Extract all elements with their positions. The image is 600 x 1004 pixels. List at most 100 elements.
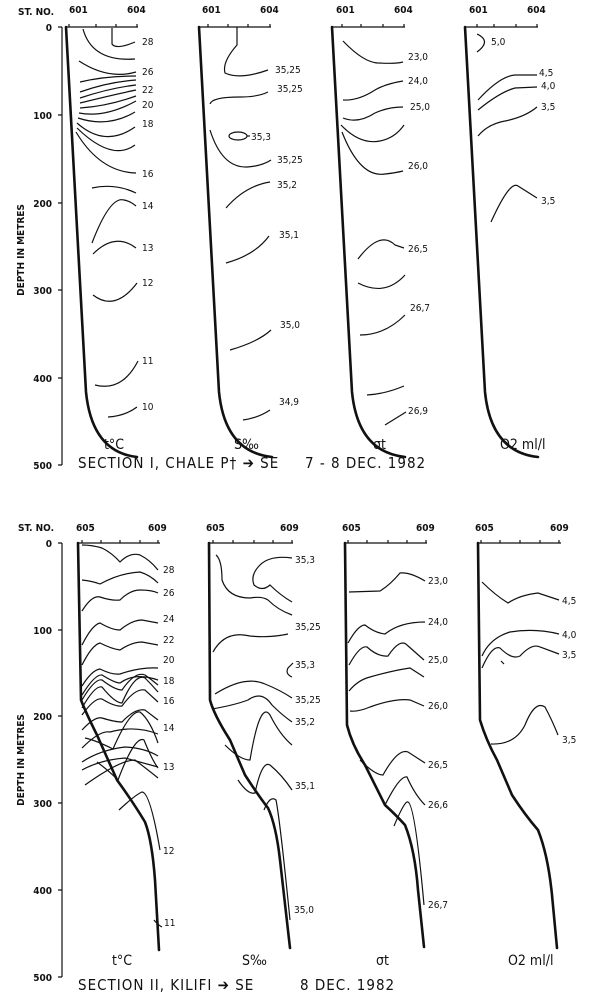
station-tick: 609 [148, 523, 167, 534]
panel-oxygen: 601 604 5,0 4,5 4,0 3,5 3,5 O2 ml/l [463, 5, 556, 459]
contour-label: 3,5 [541, 102, 555, 113]
contour-label: 26 [163, 588, 175, 599]
depth-tick-labels: 0 100 200 300 400 500 [33, 23, 52, 472]
contour-label: 14 [163, 723, 175, 734]
contour-label: 3,5 [562, 650, 576, 661]
contour-label: 26 [142, 67, 154, 78]
bottom-profile [64, 25, 139, 459]
station-tick: 601 [469, 5, 488, 16]
contour-label: 18 [142, 119, 154, 130]
section-1: ST. NO. 0 100 200 300 400 500 DEPTH IN M… [16, 5, 556, 472]
bottom-profile [207, 541, 292, 950]
contour-label: 26,5 [408, 244, 428, 255]
contour-label: 35,2 [295, 717, 315, 728]
isotherms [75, 28, 139, 418]
depth-tick: 400 [33, 886, 52, 897]
panel-label: O2 ml/l [500, 437, 545, 453]
contour-labels: 28 26 22 20 18 16 14 13 12 11 10 [142, 37, 154, 413]
depth-tick: 500 [33, 461, 52, 472]
contour-label: 35,3 [295, 555, 315, 566]
station-number-label: ST. NO. [18, 523, 54, 534]
section-date: 7 - 8 DEC. 1982 [305, 454, 426, 472]
depth-tick: 0 [46, 539, 52, 550]
contour-label: 35,25 [295, 622, 321, 633]
contour-label: 26,6 [428, 800, 448, 811]
bottom-profile [76, 541, 161, 952]
panel-oxygen: 605 609 4,5 4,0 3,5 3,5 O2 ml/l [475, 523, 577, 969]
station-tick: 601 [69, 5, 88, 16]
contour-label: 22 [142, 85, 153, 96]
panel-density: 601 604 23,0 24,0 25,0 26,0 2 [330, 5, 430, 459]
contour-label: 24,0 [428, 617, 448, 628]
contour-label: 35,1 [295, 781, 315, 792]
panel-label: S‰ [242, 953, 267, 969]
panel-label: σt [373, 437, 386, 453]
depth-tick: 400 [33, 374, 52, 385]
contour-label: 25,0 [428, 655, 448, 666]
station-tick: 605 [475, 523, 494, 534]
contour-labels: 23,0 24,0 25,0 26,0 26,5 26,6 26,7 [428, 576, 448, 911]
depth-tick-labels: 0 100 200 300 400 500 [33, 539, 52, 984]
station-tick: 604 [260, 5, 279, 16]
section-date: 8 DEC. 1982 [300, 976, 395, 994]
depth-axis-label: DEPTH IN METRES [16, 714, 27, 806]
station-number-label: ST. NO. [18, 7, 54, 18]
panel-label: S‰ [234, 437, 259, 453]
station-tick: 601 [336, 5, 355, 16]
contour-label: 35,2 [277, 180, 297, 191]
contour-label: 35,25 [277, 84, 303, 95]
contour-label: 26,0 [408, 161, 428, 172]
contour-label: 35,1 [279, 230, 299, 241]
depth-tick: 100 [33, 111, 52, 122]
panel-label: σt [376, 953, 389, 969]
depth-tick: 200 [33, 199, 52, 210]
isopycnals [347, 572, 426, 906]
depth-tick: 300 [33, 799, 52, 810]
isohalines [211, 554, 294, 921]
contour-label: 35,0 [280, 320, 300, 331]
contour-label: 16 [142, 169, 154, 180]
station-tick: 609 [550, 523, 569, 534]
contour-label: 20 [163, 655, 175, 666]
station-axis [78, 540, 160, 544]
contour-label: 22 [163, 635, 174, 646]
station-axis [66, 24, 138, 28]
depth-tick: 500 [33, 973, 52, 984]
contour-label: 35,25 [295, 695, 321, 706]
contour-labels: 35,3 35,25 35,3 35,25 35,2 35,1 35,0 [294, 555, 321, 916]
depth-axis [58, 542, 63, 978]
contour-label: 35,3 [251, 132, 271, 143]
contour-label: 25,0 [410, 102, 430, 113]
station-tick: 604 [527, 5, 546, 16]
contour-label: 4,5 [539, 68, 553, 79]
contour-label: 26,7 [410, 303, 430, 314]
station-tick: 604 [394, 5, 413, 16]
panel-density: 605 609 23,0 24,0 25,0 26,0 26,5 26,6 [342, 523, 448, 969]
section-title: SECTION II, KILIFI ➔ SE [78, 976, 254, 994]
contour-label: 35,25 [277, 155, 303, 166]
station-tick: 605 [206, 523, 225, 534]
station-tick: 605 [342, 523, 361, 534]
contour-label: 28 [163, 565, 175, 576]
contour-label: 24,0 [408, 76, 428, 87]
contour-label: 18 [163, 676, 175, 687]
contour-label: 26,7 [428, 900, 448, 911]
contour-label: 12 [142, 278, 153, 289]
contour-label: 11 [142, 356, 153, 367]
depth-axis-label: DEPTH IN METRES [16, 204, 27, 296]
contour-labels: 5,0 4,5 4,0 3,5 3,5 [491, 37, 556, 207]
bottom-profile [463, 25, 540, 459]
panel-label: t°C [112, 953, 132, 969]
contour-label: 5,0 [491, 37, 506, 48]
contour-label: 35,25 [275, 65, 301, 76]
contour-label: 12 [163, 846, 174, 857]
bottom-profile [476, 541, 559, 950]
bottom-profile [343, 541, 426, 949]
panel-salinity: 601 604 35,25 35,25 35,3 35,25 35,2 [197, 5, 303, 459]
contour-label: 4,0 [541, 81, 556, 92]
station-tick: 605 [76, 523, 95, 534]
station-tick: 601 [202, 5, 221, 16]
station-axis [332, 24, 405, 28]
contour-labels: 4,5 4,0 3,5 3,5 [562, 596, 577, 746]
contour-label: 26,5 [428, 760, 448, 771]
